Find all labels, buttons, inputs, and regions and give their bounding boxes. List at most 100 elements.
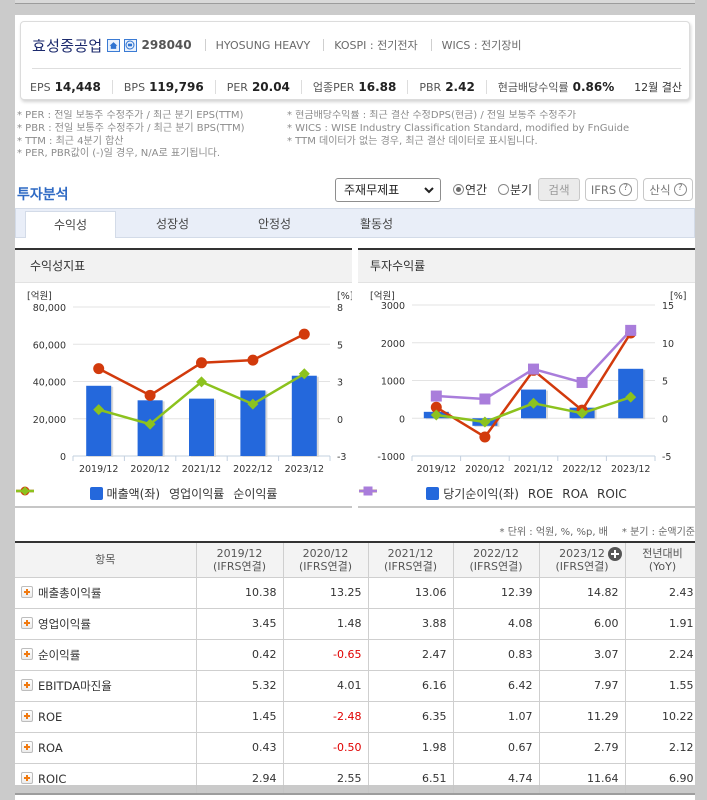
data-point bbox=[625, 391, 637, 403]
cell-value: 13.06 bbox=[367, 576, 454, 609]
divider bbox=[430, 39, 432, 51]
legend-item[interactable]: 당기순이익(좌) bbox=[426, 485, 519, 502]
legend-item[interactable]: ROE bbox=[359, 486, 553, 501]
stock-code: 298040 bbox=[141, 38, 192, 52]
tab-profitability[interactable]: 수익성 bbox=[25, 211, 116, 238]
row-label: ROA bbox=[38, 740, 63, 755]
bar bbox=[291, 375, 317, 456]
y-right-tick: 3 bbox=[337, 378, 343, 389]
cell-value: 6.35 bbox=[367, 700, 454, 733]
legend-item[interactable]: 영업이익률 bbox=[16, 485, 224, 502]
cell-value: 12.39 bbox=[452, 576, 540, 609]
ifrs-button[interactable]: IFRS bbox=[585, 178, 638, 201]
table-row: 매출총이익률 10.38 13.25 13.06 12.39 14.82 2.43 bbox=[15, 576, 695, 609]
legend-label: 순이익률 bbox=[233, 487, 278, 501]
legend-label: 당기순이익(좌) bbox=[443, 487, 519, 501]
cell-value: -0.50 bbox=[282, 731, 369, 764]
metric-label: PER bbox=[226, 81, 248, 94]
search-button-label: 검색 bbox=[548, 182, 570, 197]
expand-row-icon[interactable] bbox=[21, 772, 33, 784]
x-category-label: 2021/12 bbox=[514, 464, 553, 475]
cell-value: 6.16 bbox=[367, 669, 454, 702]
y-right-unit: [%] bbox=[337, 291, 352, 302]
company-info-box: 효성중공업 298040 HYOSUNG HEAVY KOSPI : 전기전자 … bbox=[20, 21, 690, 100]
row-label: 영업이익률 bbox=[38, 616, 91, 631]
cell-value: 2.79 bbox=[538, 731, 626, 764]
radio-annual-label[interactable]: 연간 bbox=[465, 183, 488, 197]
footnote: * PER : 전일 보통주 수정주가 / 최근 분기 EPS(TTM) bbox=[17, 110, 244, 121]
cell-value: 0.42 bbox=[195, 638, 284, 671]
radio-annual[interactable] bbox=[453, 184, 464, 195]
y-right-tick: 0 bbox=[662, 414, 668, 425]
tab-stability[interactable]: 안정성 bbox=[257, 217, 292, 231]
table-row: 순이익률 0.42 -0.65 2.47 0.83 3.07 2.24 bbox=[15, 638, 695, 671]
row-label: ROE bbox=[38, 709, 63, 724]
fiscal-month: 12월 결산 bbox=[634, 81, 682, 94]
legend-item[interactable]: ROA bbox=[359, 486, 589, 501]
divider bbox=[323, 39, 325, 51]
data-point bbox=[576, 407, 588, 419]
footnote: * TTM 데이터가 없는 경우, 최근 결산 데이터로 표시됩니다. bbox=[287, 135, 538, 147]
cell-value: 11.29 bbox=[538, 700, 626, 733]
formula-button[interactable]: 산식 bbox=[643, 178, 693, 201]
legend-item[interactable]: 매출액(좌) bbox=[89, 485, 161, 502]
data-point bbox=[528, 397, 539, 409]
legend-label: 매출액(좌) bbox=[106, 487, 161, 501]
legend-item[interactable]: 순이익률 bbox=[16, 485, 278, 502]
metric-label: 업종PER bbox=[312, 81, 355, 94]
expand-row-icon[interactable] bbox=[21, 710, 33, 722]
table-row: ROA 0.43 -0.50 1.98 0.67 2.79 2.12 bbox=[15, 731, 695, 764]
cell-value: 14.82 bbox=[538, 576, 626, 609]
search-button[interactable]: 검색 bbox=[538, 178, 580, 201]
cell-value: 4.01 bbox=[282, 669, 369, 702]
expand-row-icon[interactable] bbox=[21, 648, 33, 660]
quarter-note: * 분기 : 순액기준 bbox=[621, 527, 695, 538]
data-point bbox=[196, 357, 207, 369]
home-icon[interactable] bbox=[106, 38, 120, 52]
radio-quarter-label[interactable]: 분기 bbox=[510, 183, 533, 197]
bottom-border bbox=[15, 793, 695, 795]
statement-select[interactable]: 주재무제표 bbox=[335, 178, 441, 202]
y-right-tick: 15 bbox=[662, 301, 674, 312]
y-right-tick: 5 bbox=[337, 340, 343, 351]
row-label: EBITDA마진율 bbox=[38, 678, 112, 693]
y-left-unit: [억원] bbox=[370, 290, 395, 302]
tab-activity[interactable]: 활동성 bbox=[359, 217, 394, 231]
legend-item[interactable]: ROIC bbox=[359, 486, 627, 501]
plus-circle-icon[interactable] bbox=[607, 547, 622, 561]
column-label: 항목 bbox=[95, 553, 116, 567]
metric-value: 119,796 bbox=[149, 80, 204, 94]
data-point bbox=[196, 376, 207, 388]
column-header-item: 항목 bbox=[15, 542, 197, 578]
expand-row-icon[interactable] bbox=[21, 617, 33, 629]
cell-value: 3.07 bbox=[538, 638, 626, 671]
expand-row-icon[interactable] bbox=[21, 679, 33, 691]
phone-icon[interactable] bbox=[123, 38, 137, 52]
cell-value: 4.08 bbox=[452, 607, 540, 640]
legend-label: ROA bbox=[562, 486, 589, 501]
cell-value: -0.65 bbox=[282, 638, 369, 671]
tab-growth[interactable]: 성장성 bbox=[155, 217, 190, 231]
help-icon bbox=[619, 183, 633, 196]
data-point bbox=[479, 416, 491, 428]
column-period: 2022/12 bbox=[473, 546, 519, 560]
x-category-label: 2023/12 bbox=[285, 464, 324, 475]
data-point bbox=[625, 324, 637, 336]
column-period: 2019/12 bbox=[216, 546, 263, 560]
data-point bbox=[298, 328, 310, 340]
cell-value: 2.12 bbox=[624, 731, 695, 764]
y-right-tick: -3 bbox=[337, 452, 346, 463]
expand-row-icon[interactable] bbox=[21, 586, 33, 598]
radio-quarter[interactable] bbox=[498, 184, 509, 195]
cell-value: 1.48 bbox=[282, 607, 369, 640]
footnote: * PER, PBR값이 (-)일 경우, N/A로 표기됩니다. bbox=[17, 148, 221, 160]
divider bbox=[300, 80, 302, 94]
wics-sector: WICS : 전기장비 bbox=[441, 39, 522, 52]
column-basis: (IFRS연결) bbox=[298, 559, 353, 573]
column-period: 2021/12 bbox=[387, 546, 434, 560]
cell-value: 1.91 bbox=[624, 607, 695, 640]
expand-row-icon[interactable] bbox=[21, 741, 33, 753]
legend-square-marker-icon bbox=[359, 486, 377, 496]
y-left-tick: 60,000 bbox=[33, 340, 66, 351]
column-basis: (IFRS연결) bbox=[555, 559, 609, 573]
